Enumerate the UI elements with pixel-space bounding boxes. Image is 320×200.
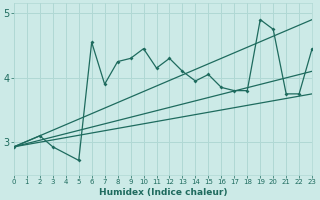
X-axis label: Humidex (Indice chaleur): Humidex (Indice chaleur) bbox=[99, 188, 227, 197]
